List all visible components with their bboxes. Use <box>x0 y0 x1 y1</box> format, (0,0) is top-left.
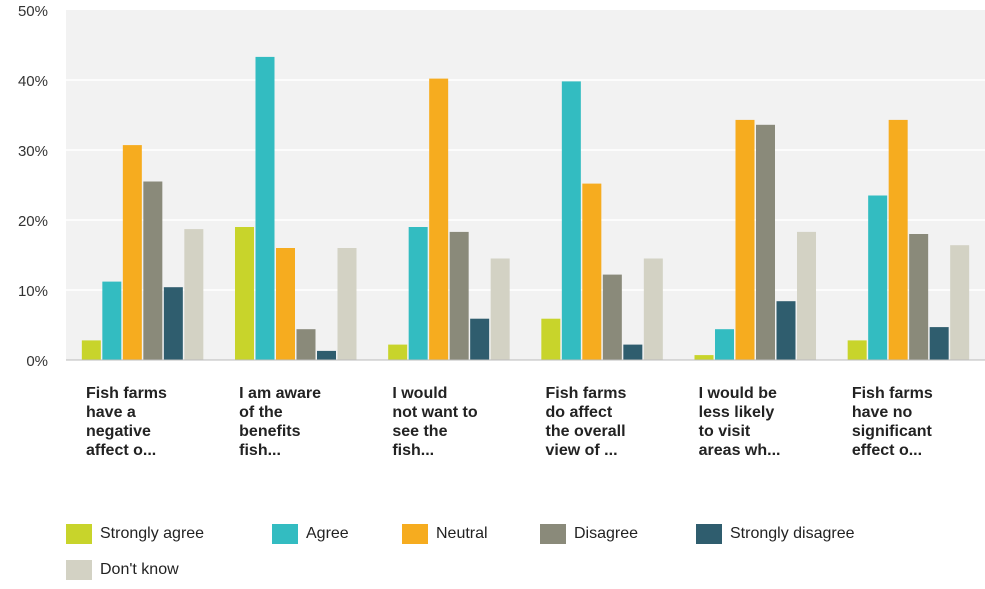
legend-item: Agree <box>272 524 349 544</box>
bar <box>296 329 316 360</box>
x-tick-label-line: have no <box>851 404 913 421</box>
x-tick-label-line: to visit <box>698 423 751 440</box>
bar <box>449 231 469 360</box>
x-tick-label-line: significant <box>851 423 932 440</box>
bar <box>776 301 796 360</box>
x-tick-label-line: I would <box>392 385 448 402</box>
bar <box>143 181 163 360</box>
x-tick-label-line: of the <box>239 404 283 421</box>
x-tick-label-line: I am aware <box>239 385 321 402</box>
bar <box>470 318 490 360</box>
bar <box>255 56 275 361</box>
legend-label: Neutral <box>436 525 488 542</box>
x-tick-label-line: see the <box>392 423 448 440</box>
bar <box>602 274 622 360</box>
x-tick-label: Fish farms have no significant effect o... <box>852 384 980 460</box>
y-tick-label: 30% <box>18 143 48 160</box>
bar <box>756 124 775 360</box>
x-tick-label-line: benefits <box>239 423 301 440</box>
bar <box>276 248 295 360</box>
x-tick-label: I would be less likely to visit areas wh... <box>699 384 827 460</box>
bar <box>623 344 643 360</box>
bar <box>541 318 561 360</box>
x-tick-label-line: Fish farms <box>851 385 933 402</box>
bar <box>317 350 336 360</box>
legend-swatch <box>66 560 92 580</box>
legend-swatch <box>402 524 428 544</box>
x-tick-label: Fish farms do affect the overall view of ..… <box>546 384 674 460</box>
x-tick-label-line: have a <box>86 404 136 421</box>
bar <box>184 229 204 360</box>
x-tick-label-line: effect o... <box>851 442 923 459</box>
legend-label: Disagree <box>574 525 639 542</box>
bar <box>582 183 602 360</box>
bar <box>388 344 408 360</box>
bar <box>102 281 122 360</box>
y-tick-label: 40% <box>18 73 48 90</box>
bar <box>847 340 867 360</box>
bar <box>909 234 929 360</box>
legend-item: Disagree <box>540 524 638 544</box>
bar <box>950 245 970 360</box>
x-tick-label-line: fish... <box>392 442 435 459</box>
x-tick-label-line: negative <box>86 423 151 440</box>
x-tick-label: I would not want to see the fish... <box>392 384 520 460</box>
legend-item: Strongly agree <box>66 524 204 544</box>
bar <box>735 119 755 361</box>
legend-label: Don't know <box>100 561 179 578</box>
y-tick-label: 0% <box>26 353 48 370</box>
bar <box>561 81 581 361</box>
legend-label: Strongly agree <box>100 525 205 542</box>
y-tick-label: 50% <box>18 3 48 20</box>
bar <box>235 227 254 360</box>
legend-swatch <box>540 524 566 544</box>
bar <box>122 145 142 360</box>
bar <box>643 258 663 360</box>
x-tick-label-line: do affect <box>545 404 613 421</box>
x-tick-label-line: Fish farms <box>545 385 627 402</box>
x-tick-label-line: view of ... <box>545 442 618 459</box>
y-tick-label: 10% <box>18 283 48 300</box>
x-tick-label-line: areas wh... <box>698 442 781 459</box>
x-tick-label-line: not want to <box>392 404 478 421</box>
x-tick-label-line: affect o... <box>86 442 157 459</box>
legend-label: Strongly disagree <box>730 525 855 542</box>
bar <box>715 329 734 360</box>
y-tick-label: 20% <box>18 213 48 230</box>
plot-background <box>66 10 985 360</box>
bar <box>429 78 449 360</box>
x-tick-label: Fish farms have a negative affect o... <box>86 384 214 460</box>
bar <box>797 231 816 360</box>
bar <box>929 327 949 360</box>
bar <box>337 248 357 360</box>
bar <box>163 287 183 360</box>
x-tick-label-line: I would be <box>698 385 777 402</box>
bar <box>888 119 908 361</box>
x-tick-label-line: the overall <box>545 423 626 440</box>
legend-item: Neutral <box>402 524 488 544</box>
legend-swatch <box>272 524 298 544</box>
legend-item: Don't know <box>66 560 179 580</box>
legend-label: Agree <box>306 525 349 542</box>
legend-swatch <box>696 524 722 544</box>
bar-chart: 0% 10% 20% 30% 40% 50% <box>18 3 985 370</box>
x-tick-label-line: Fish farms <box>86 385 167 402</box>
bar <box>81 340 101 360</box>
x-tick-label-line: fish... <box>239 442 281 459</box>
x-tick-label: I am aware of the benefits fish... <box>239 384 367 460</box>
bar <box>694 355 714 360</box>
legend-item: Strongly disagree <box>696 524 855 544</box>
bar <box>868 195 888 360</box>
bar <box>490 258 510 360</box>
x-tick-label-line: less likely <box>698 404 775 421</box>
legend-swatch <box>66 524 92 544</box>
bar <box>408 227 428 360</box>
